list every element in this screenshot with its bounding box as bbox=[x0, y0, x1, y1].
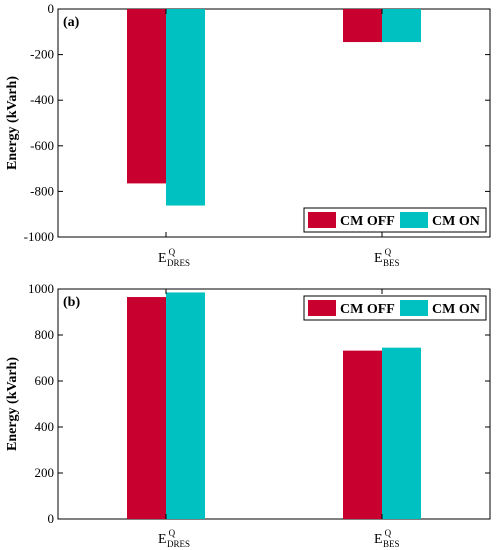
y-tick-label: -800 bbox=[30, 183, 54, 198]
legend-swatch-cm-on bbox=[400, 212, 428, 228]
plot-area-b bbox=[57, 288, 491, 520]
legend-swatch-cm-off bbox=[308, 212, 336, 228]
bars-a bbox=[127, 9, 421, 237]
x-tick-label-base: E bbox=[374, 251, 383, 266]
x-tick-label-base: E bbox=[374, 532, 383, 547]
x-tick-label-base: E bbox=[158, 532, 167, 547]
x-tick-label-sup: Q bbox=[169, 247, 176, 257]
plot-area-a bbox=[57, 8, 491, 238]
x-tick-label-sub: BES bbox=[383, 539, 400, 549]
legend-swatch-cm-on bbox=[400, 300, 428, 316]
bars-b bbox=[127, 289, 421, 519]
x-tick-label-sub: DRES bbox=[167, 539, 190, 549]
bar-cm-off bbox=[343, 9, 382, 43]
y-tick-label: 0 bbox=[48, 511, 55, 526]
panel-label-b: (b) bbox=[63, 295, 80, 310]
y-tick-label: 1000 bbox=[28, 281, 54, 296]
y-tick-label: 600 bbox=[35, 373, 55, 388]
x-tick-label-sup: Q bbox=[169, 528, 176, 538]
panel-label-a: (a) bbox=[63, 15, 80, 30]
legend-label: CM ON bbox=[432, 214, 480, 229]
y-tick-label: 0 bbox=[48, 1, 55, 16]
x-tick-label-sub: DRES bbox=[167, 258, 190, 268]
y-tick-label: -600 bbox=[30, 138, 54, 153]
y-axis-label-b: Energy (kVarh) bbox=[5, 357, 20, 451]
y-tick-label: 200 bbox=[35, 465, 55, 480]
legend-label: CM OFF bbox=[340, 302, 395, 317]
y-tick-label: -1000 bbox=[24, 229, 54, 244]
y-tick-label: 400 bbox=[35, 419, 55, 434]
bar-cm-off bbox=[343, 350, 382, 519]
x-tick-label-sub: BES bbox=[383, 258, 400, 268]
bar-cm-off bbox=[127, 9, 166, 184]
bar-cm-on bbox=[166, 292, 205, 519]
x-tick-label-base: E bbox=[158, 251, 167, 266]
x-tick-label-sup: Q bbox=[385, 528, 392, 538]
bar-cm-on bbox=[382, 347, 421, 519]
y-axis-label-a: Energy (kVarh) bbox=[5, 76, 20, 170]
legend-label: CM ON bbox=[432, 302, 480, 317]
y-tick-label: -400 bbox=[30, 92, 54, 107]
legend-swatch-cm-off bbox=[308, 300, 336, 316]
legend-a: CM OFF CM ON bbox=[303, 207, 487, 233]
y-tick-label: -200 bbox=[30, 47, 54, 62]
y-ticks-b: 1000 800 600 400 200 0 bbox=[28, 281, 490, 526]
bar-cm-on bbox=[166, 9, 205, 206]
bar-cm-off bbox=[127, 297, 166, 519]
bar-cm-on bbox=[382, 9, 421, 43]
y-ticks-a: 0 -200 -400 -600 -800 -1000 bbox=[24, 1, 490, 244]
legend-label: CM OFF bbox=[340, 214, 395, 229]
chart-panel-a: (a) Energy (kVarh) 0 -200 -400 -600 -800 -100… bbox=[5, 1, 491, 268]
legend-b: CM OFF CM ON bbox=[303, 295, 487, 321]
y-tick-label: 800 bbox=[35, 327, 55, 342]
x-tick-label-sup: Q bbox=[385, 247, 392, 257]
